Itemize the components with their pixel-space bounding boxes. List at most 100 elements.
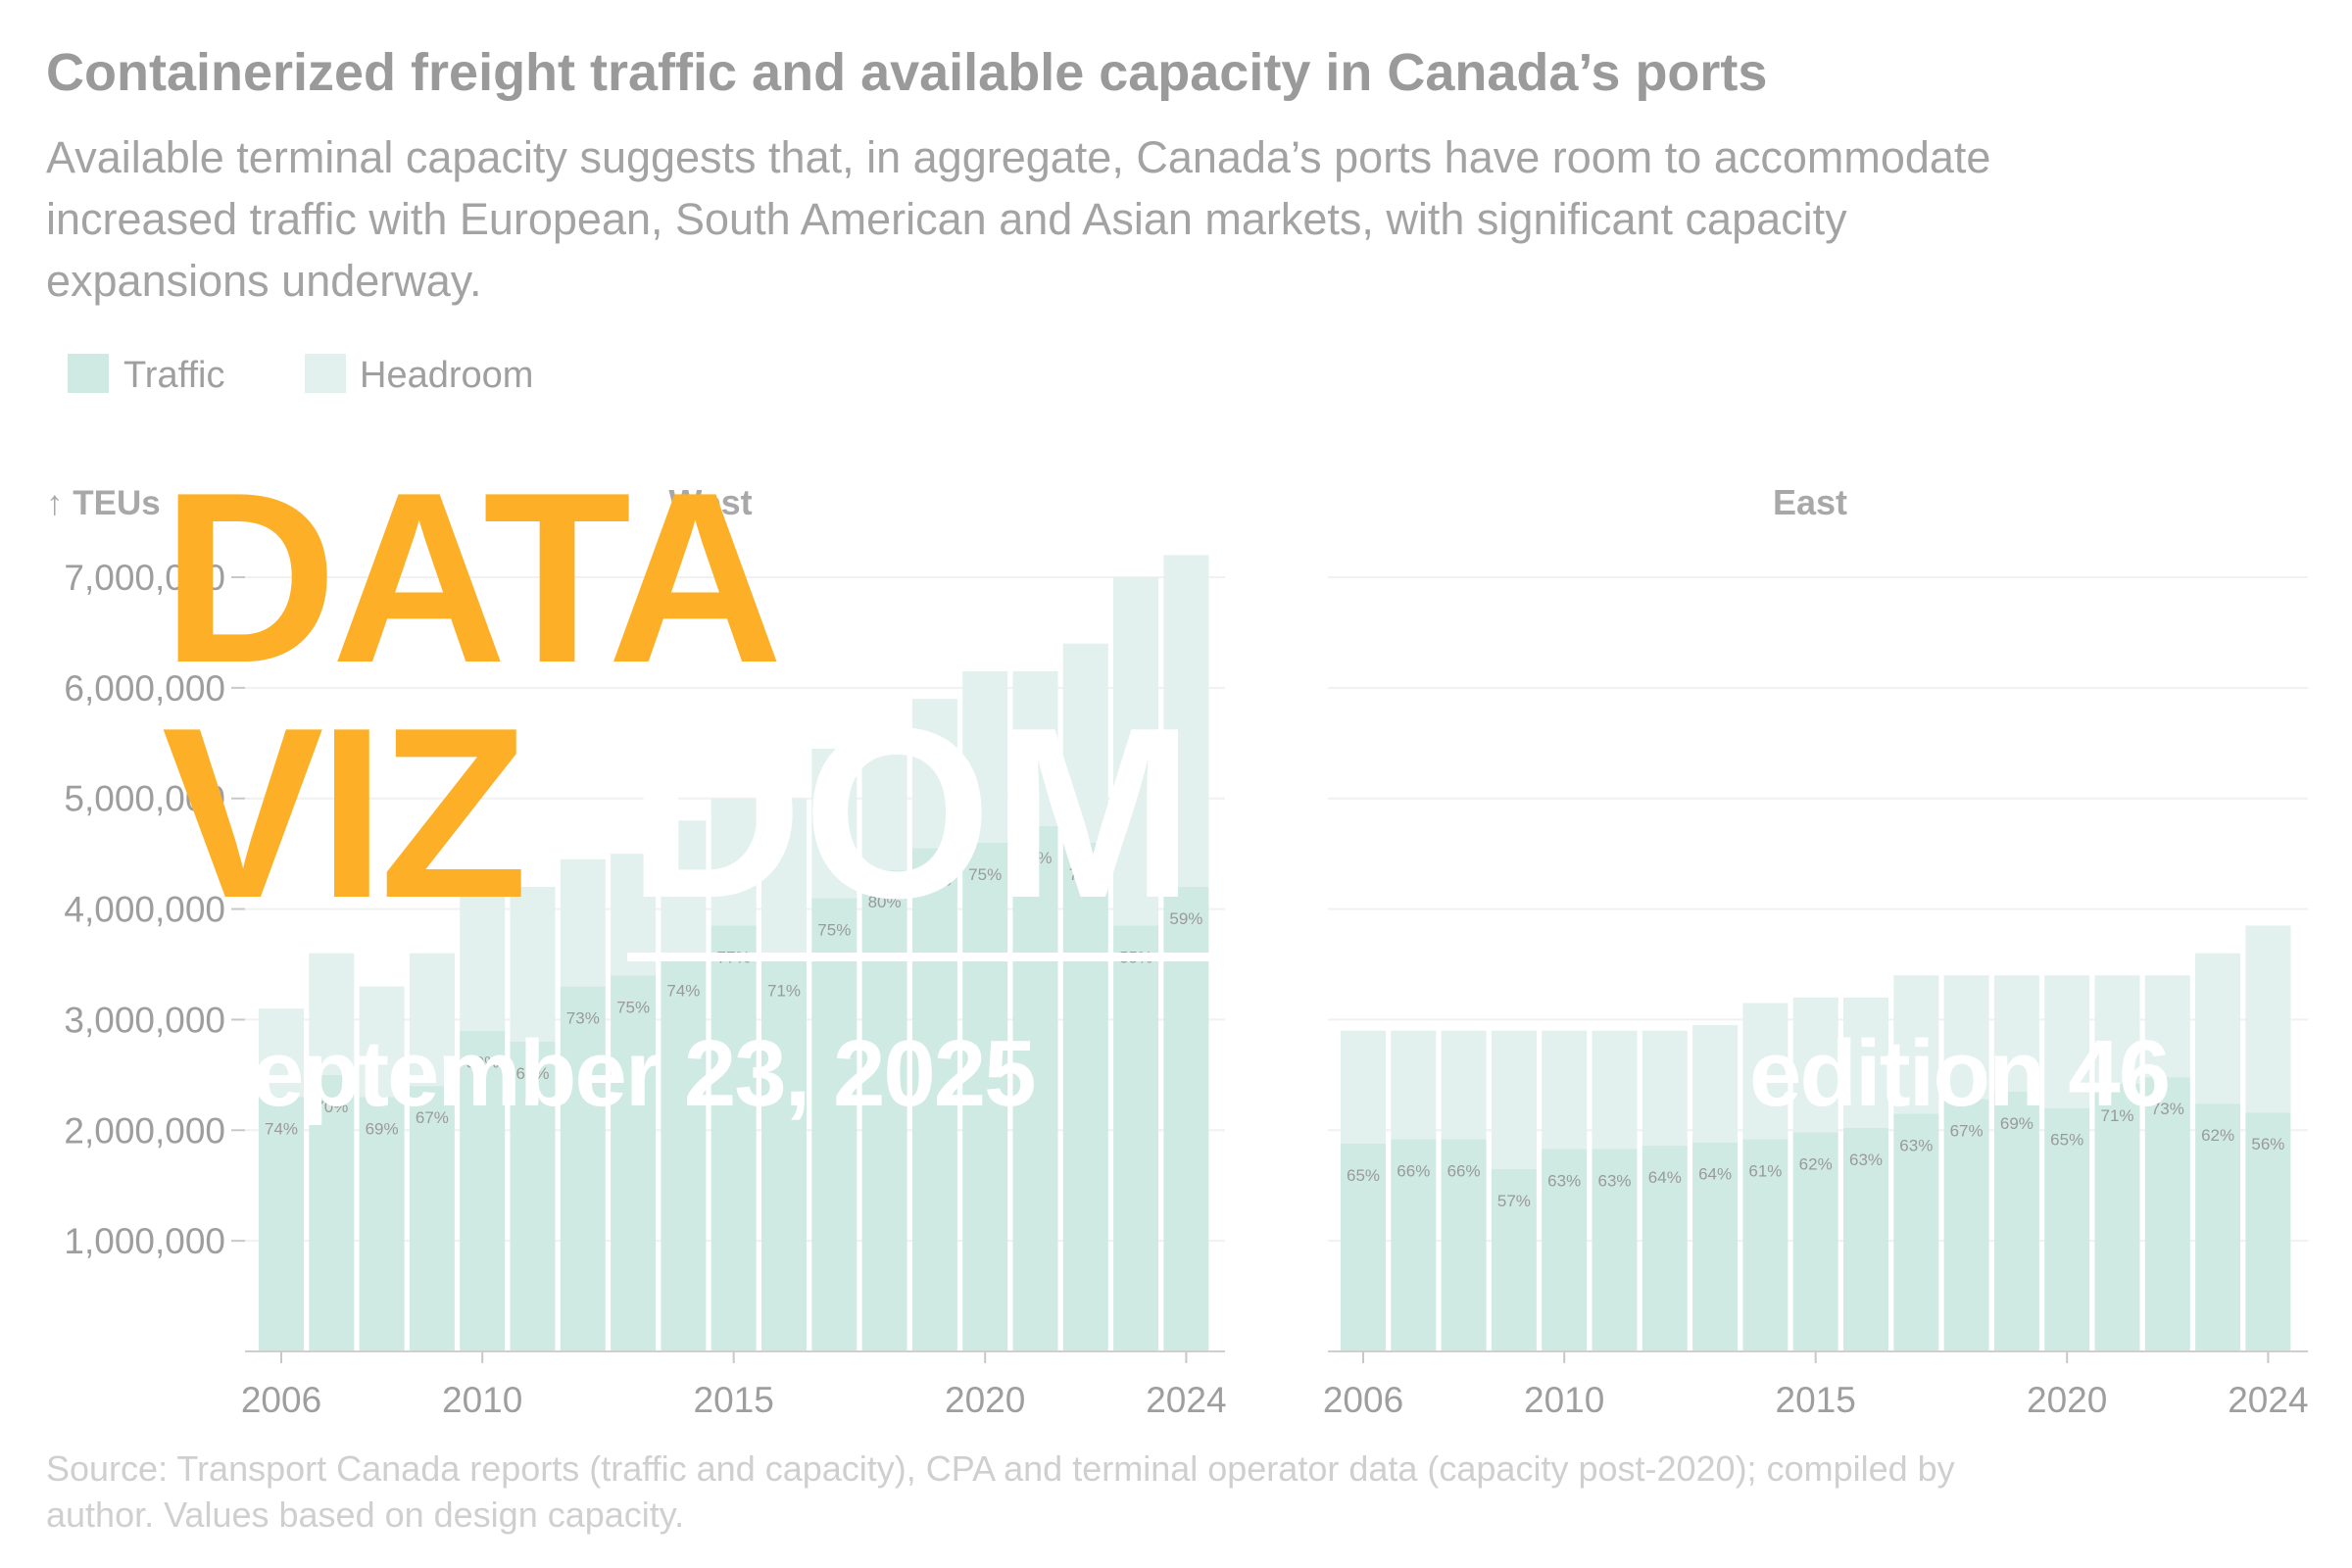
utilization-label-west-2019: 75%: [918, 871, 952, 890]
headroom-bar-west-2018: [861, 732, 907, 871]
panel-east: 65% 66% 66% 57% 63% 63% 64% 64% 61% 62% 63% 63% 67% 6…: [1323, 925, 2309, 1420]
traffic-bar-west-2016: [761, 958, 807, 1351]
y-tick-label: 7,000,000: [64, 558, 225, 598]
y-tick-label: 2,000,000: [64, 1110, 225, 1151]
traffic-bar-east-2007: [1391, 1139, 1437, 1351]
utilization-label-east-2013: 64%: [1698, 1165, 1732, 1184]
traffic-bar-east-2011: [1592, 1149, 1638, 1351]
traffic-bar-west-2022: [1062, 842, 1108, 1351]
headroom-bar-west-2009: [409, 953, 455, 1087]
utilization-label-east-2016: 63%: [1849, 1151, 1883, 1169]
utilization-label-west-2016: 71%: [767, 981, 801, 1000]
traffic-bar-west-2017: [811, 898, 858, 1351]
utilization-label-east-2017: 63%: [1899, 1136, 1933, 1154]
y-tick-label: 4,000,000: [64, 890, 225, 930]
utilization-label-east-2020: 65%: [2050, 1131, 2083, 1150]
y-axis-label: ↑ TEUs: [46, 484, 161, 522]
source-line-2: author. Values based on design capacity.: [46, 1494, 684, 1535]
headroom-bar-east-2009: [1491, 1030, 1537, 1169]
headroom-bar-east-2006: [1341, 1030, 1386, 1144]
traffic-bar-east-2017: [1893, 1113, 1939, 1351]
headroom-bar-east-2021: [2094, 975, 2140, 1084]
headroom-bar-east-2019: [1993, 975, 2039, 1092]
utilization-label-east-2012: 64%: [1648, 1168, 1682, 1187]
utilization-label-west-2024: 59%: [1169, 909, 1202, 928]
traffic-bar-west-2013: [611, 975, 657, 1351]
headroom-bar-east-2024: [2245, 925, 2291, 1113]
headroom-bar-west-2007: [309, 953, 355, 1075]
traffic-bar-east-2006: [1341, 1143, 1386, 1351]
utilization-label-east-2015: 62%: [1799, 1155, 1833, 1174]
utilization-label-west-2017: 75%: [817, 920, 851, 939]
chart-subtitle-line-1: Available terminal capacity suggests tha…: [46, 132, 1990, 182]
traffic-bar-west-2009: [409, 1086, 455, 1351]
source-line-1: Source: Transport Canada reports (traffi…: [46, 1448, 1955, 1489]
x-tick-label-east-2015: 2015: [1776, 1380, 1856, 1420]
traffic-bar-east-2019: [1993, 1091, 2039, 1351]
y-tick-label: 1,000,000: [64, 1221, 225, 1261]
utilization-label-east-2006: 65%: [1347, 1166, 1380, 1185]
headroom-bar-west-2016: [761, 798, 807, 959]
x-tick-label-west-2024: 2024: [1146, 1380, 1226, 1420]
headroom-bar-east-2007: [1391, 1030, 1437, 1140]
x-tick-label-east-2006: 2006: [1323, 1380, 1403, 1420]
traffic-bar-east-2014: [1742, 1139, 1788, 1351]
traffic-bar-west-2023: [1113, 925, 1159, 1351]
utilization-label-west-2007: 70%: [315, 1098, 348, 1116]
panel-west: 74% 70% 69% 67% 69% 67% 73% 75% 74% 77% 71% 75% 80% 7…: [241, 555, 1227, 1420]
headroom-bar-east-2008: [1441, 1030, 1487, 1140]
x-tick-label-east-2024: 2024: [2228, 1380, 2308, 1420]
y-tick-label: 6,000,000: [64, 668, 225, 709]
utilization-label-west-2021: 77%: [1018, 849, 1052, 867]
x-tick-label-east-2010: 2010: [1524, 1380, 1604, 1420]
headroom-bar-east-2010: [1542, 1030, 1588, 1150]
stamp-word-data: DATA: [162, 441, 777, 713]
utilization-label-east-2014: 61%: [1748, 1161, 1782, 1180]
headroom-bar-west-2012: [560, 858, 606, 987]
headroom-bar-west-2006: [259, 1008, 304, 1098]
stamp-date: September 23, 2025: [191, 1021, 1035, 1126]
traffic-bar-east-2015: [1792, 1132, 1838, 1351]
stamp-word-viz: VIZ: [162, 676, 522, 949]
traffic-bar-east-2020: [2044, 1107, 2090, 1351]
traffic-bar-west-2007: [309, 1074, 355, 1351]
utilization-label-west-2006: 74%: [265, 1119, 298, 1138]
traffic-bar-east-2009: [1491, 1168, 1537, 1351]
traffic-bar-east-2013: [1692, 1142, 1739, 1351]
utilization-label-east-2008: 66%: [1447, 1161, 1481, 1180]
stamp-edition: edition 46: [1749, 1021, 2169, 1126]
dataviz-stamp: DOM DATA VIZ September 23, 2025 edition …: [162, 441, 2171, 1126]
traffic-bar-east-2021: [2094, 1083, 2140, 1351]
utilization-label-west-2014: 74%: [666, 981, 700, 1000]
utilization-label-west-2010: 69%: [466, 1054, 499, 1072]
panel-title-east: East: [1773, 482, 1847, 522]
utilization-label-west-2022: 72%: [1069, 865, 1102, 884]
headroom-bar-west-2011: [510, 887, 556, 1042]
utilization-label-east-2011: 63%: [1597, 1171, 1631, 1190]
utilization-label-west-2011: 67%: [515, 1064, 549, 1083]
traffic-bar-east-2018: [1943, 1099, 1989, 1351]
utilization-label-east-2021: 71%: [2100, 1106, 2133, 1125]
traffic-bar-west-2006: [259, 1097, 304, 1351]
utilization-label-west-2018: 80%: [868, 893, 902, 911]
legend-swatch-traffic: [68, 354, 109, 393]
traffic-bar-west-2021: [1012, 825, 1058, 1351]
headroom-bar-east-2011: [1592, 1030, 1638, 1150]
headroom-bar-east-2018: [1943, 975, 1989, 1100]
utilization-label-east-2019: 69%: [2000, 1114, 2034, 1133]
chart-subtitle-line-2: increased traffic with European, South A…: [46, 194, 1847, 244]
traffic-bar-west-2019: [911, 848, 957, 1351]
legend: Traffic Headroom: [68, 354, 533, 396]
headroom-bar-east-2023: [2195, 953, 2241, 1104]
utilization-label-west-2013: 75%: [616, 998, 650, 1016]
headroom-bar-west-2020: [962, 670, 1008, 843]
traffic-bar-east-2024: [2245, 1112, 2291, 1351]
stamp-word-dom: DOM: [627, 676, 1195, 949]
headroom-bar-west-2010: [460, 887, 506, 1031]
traffic-bar-east-2008: [1441, 1139, 1487, 1351]
utilization-label-east-2018: 67%: [1950, 1122, 1984, 1141]
panel-title-west: West: [668, 482, 752, 522]
x-tick-label-west-2010: 2010: [442, 1380, 522, 1420]
traffic-bar-west-2018: [861, 870, 907, 1351]
utilization-label-west-2012: 73%: [566, 1009, 600, 1028]
